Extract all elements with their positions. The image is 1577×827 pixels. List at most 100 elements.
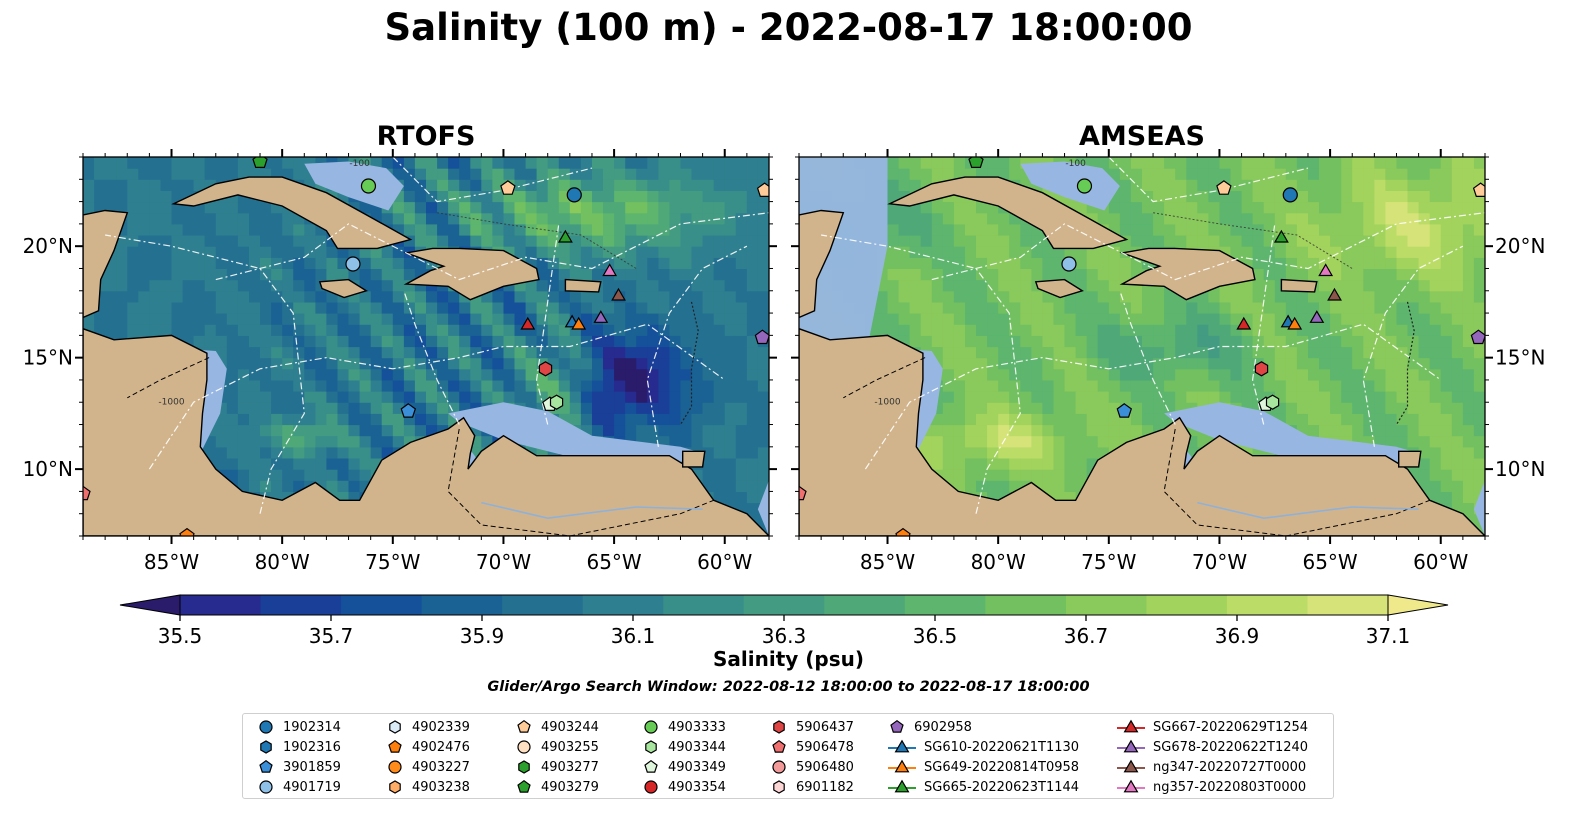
salinity-cell [1219,324,1232,336]
salinity-cell [1075,301,1088,314]
salinity-cell [171,268,184,281]
salinity-cell [1296,379,1309,392]
legend-item: 1902316 [255,737,341,757]
salinity-cell [1385,157,1398,169]
salinity-cell [1451,201,1464,214]
salinity-cell [1119,235,1132,247]
salinity-cell [226,346,239,359]
salinity-cell [724,402,737,414]
salinity-cell [1451,424,1464,437]
salinity-cell [558,335,571,348]
salinity-cell [580,290,593,303]
salinity-cell [558,268,571,281]
salinity-cell [282,279,294,292]
salinity-cell [459,212,471,225]
salinity-cell [702,458,715,470]
salinity-cell [1009,168,1021,180]
salinity-cell [437,402,449,414]
salinity-cell [1374,279,1387,292]
salinity-cell [1142,290,1154,303]
salinity-cell [260,424,272,437]
salinity-cell [625,391,637,403]
salinity-cell [304,435,316,448]
salinity-cell [138,201,150,214]
salinity-cell [127,290,139,303]
salinity-cell [448,201,460,214]
salinity-cell [976,368,988,381]
salinity-cell [1263,313,1276,325]
legend-item: 4902339 [384,717,470,737]
salinity-cell [182,279,195,292]
salinity-cell [658,279,671,292]
salinity-cell [1296,201,1309,214]
salinity-cell [987,279,999,292]
salinity-cell [1407,257,1420,269]
salinity-cell [1031,446,1044,459]
salinity-cell [1285,157,1298,169]
salinity-cell [1164,168,1176,180]
salinity-cell [887,290,900,303]
salinity-cell [1319,413,1331,426]
salinity-cell [976,313,988,325]
salinity-cell [592,201,604,214]
salinity-cell [1285,402,1298,414]
salinity-cell [1462,480,1475,492]
salinity-cell [1440,313,1453,325]
salinity-cell [953,223,966,236]
legend-item-label: SG678-20220622T1240 [1153,739,1309,755]
depth-contour [1395,301,1415,425]
salinity-cell [525,246,538,258]
salinity-cell [1064,368,1077,381]
salinity-cell [1462,268,1475,281]
salinity-cell [898,223,911,236]
salinity-cell [1285,368,1298,381]
salinity-cell [931,235,944,247]
salinity-cell [713,290,726,303]
salinity-cell [1186,201,1198,214]
salinity-cell [909,290,922,303]
salinity-cell [426,368,438,381]
legend-item-label: 4903277 [541,759,599,775]
salinity-cell [1230,201,1243,214]
salinity-cell [226,257,239,269]
legend-marker [644,720,658,734]
salinity-cell [1462,335,1475,348]
salinity-cell [702,413,715,426]
salinity-cell [448,391,460,403]
salinity-cell [1064,446,1077,459]
argo-float-icon [644,759,658,773]
salinity-cell [1274,268,1287,281]
salinity-cell [1142,235,1154,247]
rtofs-map: -1000-100 [83,157,769,536]
salinity-cell [1352,402,1364,414]
salinity-cell [691,324,704,336]
salinity-cell [1075,402,1088,414]
salinity-cell [669,368,682,381]
salinity-cell [437,168,449,180]
salinity-cell [1341,368,1353,381]
salinity-cell [691,413,704,426]
salinity-cell [359,324,372,336]
salinity-cell [1462,446,1475,459]
salinity-cell [1075,379,1088,392]
salinity-cell [1009,402,1021,414]
salinity-cell [359,346,372,359]
salinity-cell [724,301,737,314]
legend-item-label: 4903279 [541,779,599,795]
salinity-cell [293,480,305,492]
salinity-cell [1462,157,1475,169]
salinity-cell [603,201,615,214]
salinity-cell [569,335,582,348]
legend-item: 4903354 [640,777,726,797]
salinity-cell [337,491,350,504]
salinity-cell [614,201,626,214]
salinity-cell [1241,190,1254,203]
salinity-cell [293,413,305,426]
salinity-cell [127,246,139,258]
salinity-cell [603,357,615,370]
salinity-cell [536,313,549,325]
salinity-cell [226,368,239,381]
salinity-cell [931,257,944,269]
salinity-cell [702,290,715,303]
salinity-cell [271,257,283,269]
